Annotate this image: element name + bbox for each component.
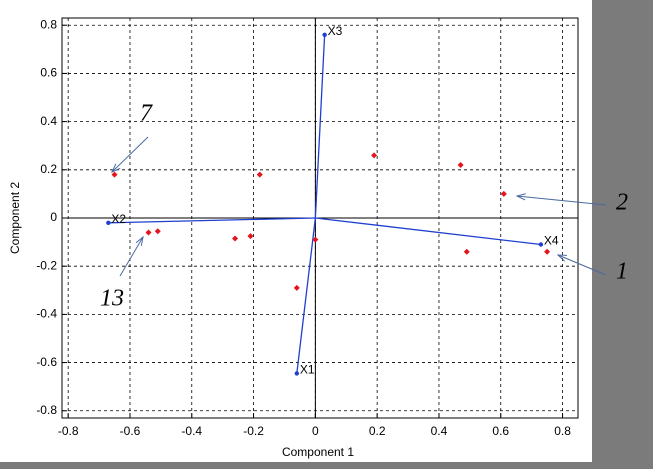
loading-label: X3: [328, 24, 343, 38]
y-axis-label: Component 2: [8, 182, 22, 254]
annotation-arrow: [119, 236, 144, 277]
x-tick-label: -0.2: [243, 424, 264, 438]
arrow-head: [556, 254, 568, 262]
score-point: [247, 233, 254, 240]
loading-vector: [315, 217, 541, 246]
x-tick-label: -0.6: [120, 424, 141, 438]
loading-vector: [296, 217, 317, 374]
score-point: [154, 228, 161, 235]
arrow-head: [135, 235, 144, 246]
annotation: 2: [616, 190, 628, 216]
loading-label: X4: [544, 234, 559, 248]
x-tick-label: 0.8: [554, 424, 571, 438]
annotation: 7: [140, 101, 153, 127]
annotation-arrow: [111, 136, 149, 173]
annotation: 13: [100, 286, 124, 312]
score-point: [463, 248, 470, 255]
y-tick-label: 0.8: [40, 17, 57, 31]
arrow-head: [515, 193, 526, 201]
loading-tip: [322, 32, 327, 38]
score-point: [232, 235, 239, 242]
y-tick-label: -0.4: [36, 307, 57, 321]
loading-label: X1: [300, 363, 315, 377]
score-point: [293, 284, 300, 291]
y-tick-label: 0.6: [40, 66, 57, 80]
y-tick-label: -0.2: [36, 258, 57, 272]
loading-tip: [538, 242, 544, 247]
y-tick-label: -0.6: [36, 355, 57, 369]
x-axis-label: Component 1: [282, 445, 354, 459]
score-point: [145, 229, 152, 236]
x-tick-label: 0: [312, 424, 319, 438]
score-point: [500, 190, 507, 197]
x-tick-label: 0.6: [492, 424, 509, 438]
y-tick-label: 0: [50, 210, 57, 224]
y-tick-label: 0.2: [40, 162, 57, 176]
x-tick-label: 0.2: [369, 424, 386, 438]
score-point: [312, 236, 319, 243]
y-tick-label: -0.8: [36, 403, 57, 417]
score-point: [544, 248, 551, 255]
loading-vector: [108, 217, 316, 224]
loading-label: X2: [111, 212, 126, 226]
x-tick-label: -0.8: [58, 424, 79, 438]
score-point: [371, 152, 378, 159]
loading-vector: [314, 34, 326, 219]
score-point: [111, 171, 118, 178]
annotation-arrow: [557, 254, 607, 276]
loading-tip: [106, 220, 111, 226]
score-point: [457, 161, 464, 168]
annotation-arrow: [516, 195, 607, 206]
y-tick-label: 0.4: [40, 114, 57, 128]
arrow-head: [110, 163, 121, 174]
score-point: [256, 171, 263, 178]
loading-tip: [294, 371, 300, 376]
x-tick-label: 0.4: [431, 424, 448, 438]
x-tick-label: -0.4: [181, 424, 202, 438]
annotation: 1: [616, 259, 628, 285]
